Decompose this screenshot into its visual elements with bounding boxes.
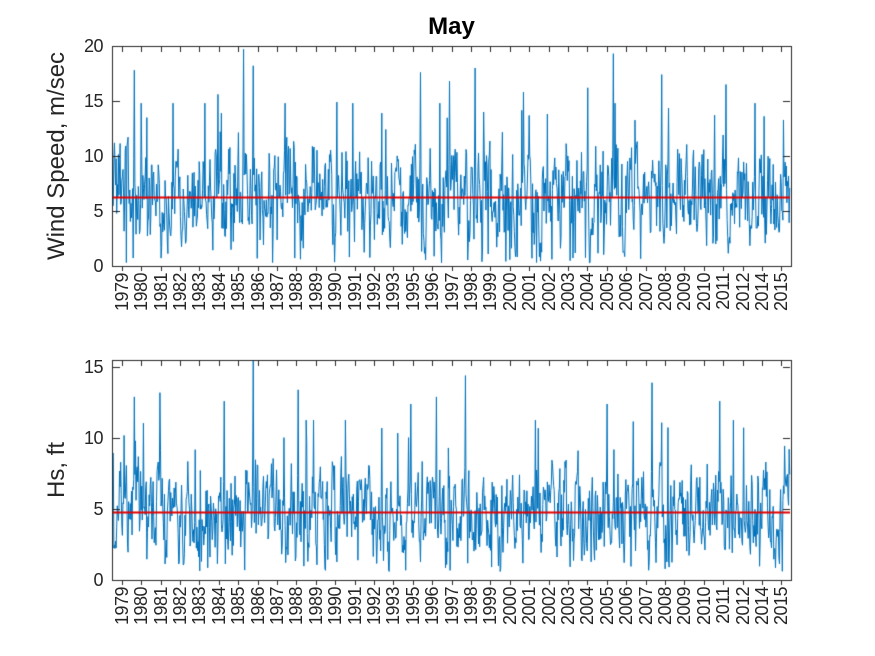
x-tick-label: 1997 <box>441 587 462 626</box>
y-tick-label: 20 <box>83 36 104 56</box>
x-tick-label: 1996 <box>422 587 443 626</box>
x-tick-label: 2002 <box>538 587 559 626</box>
x-tick-label: 1981 <box>150 587 171 626</box>
y-tick-label: 5 <box>93 499 103 520</box>
x-tick-label: 1987 <box>266 273 287 312</box>
x-tick-label: 2002 <box>538 273 559 312</box>
x-tick-label: 2015 <box>771 587 792 626</box>
x-tick-label: 2012 <box>732 587 753 626</box>
x-tick-label: 2006 <box>616 587 637 626</box>
x-tick-label: 2008 <box>654 273 675 312</box>
y-tick-label: 15 <box>83 91 104 111</box>
x-tick-label: 1985 <box>228 273 249 312</box>
x-tick-label: 1986 <box>247 273 268 312</box>
x-tick-label: 2007 <box>635 587 656 626</box>
chart-title: May <box>428 13 475 40</box>
x-tick-label: 2014 <box>751 587 772 626</box>
x-tick-label: 1984 <box>208 273 229 312</box>
x-tick-label: 1983 <box>189 273 210 312</box>
y-tick-label: 5 <box>93 201 103 221</box>
x-tick-label: 1999 <box>480 273 501 312</box>
x-tick-label: 1998 <box>460 273 481 312</box>
x-tick-label: 1980 <box>131 273 152 312</box>
y-tick-label: 10 <box>83 146 104 166</box>
x-tick-label: 1981 <box>150 273 171 312</box>
x-tick-label: 2008 <box>654 587 675 626</box>
x-tick-label: 1995 <box>402 273 423 312</box>
x-tick-label: 1985 <box>228 587 249 626</box>
x-tick-label: 1999 <box>480 587 501 626</box>
x-tick-label: 2004 <box>577 587 598 626</box>
x-tick-label: 1993 <box>383 273 404 312</box>
x-tick-label: 1988 <box>286 587 307 626</box>
x-tick-label: 1982 <box>169 273 190 312</box>
x-tick-label: 1992 <box>363 273 384 312</box>
x-tick-label: 1989 <box>305 273 326 312</box>
x-tick-label: 1992 <box>363 587 384 626</box>
x-tick-label: 1996 <box>422 273 443 312</box>
x-tick-label: 2005 <box>596 273 617 312</box>
x-tick-label: 2004 <box>577 273 598 312</box>
x-tick-label: 1990 <box>325 273 346 312</box>
x-tick-label: 2010 <box>693 273 714 312</box>
x-tick-label: 2000 <box>499 273 520 312</box>
y-tick-label: 15 <box>83 357 104 378</box>
x-tick-label: 2009 <box>674 587 695 626</box>
y-tick-label: 0 <box>93 570 103 590</box>
x-tick-label: 1979 <box>111 587 132 626</box>
x-tick-label: 2007 <box>635 273 656 312</box>
x-tick-label: 2011 <box>713 587 734 624</box>
x-tick-label: 1984 <box>208 587 229 626</box>
x-tick-label: 1982 <box>169 587 190 626</box>
x-tick-label: 2014 <box>751 273 772 312</box>
x-tick-label: 2001 <box>519 587 540 626</box>
x-tick-label: 1983 <box>189 587 210 626</box>
x-tick-label: 1991 <box>344 587 365 626</box>
hs-y-axis-label: Hs, ft <box>43 441 70 499</box>
x-tick-label: 1993 <box>383 587 404 626</box>
x-tick-label: 2001 <box>519 273 540 312</box>
x-tick-label: 2000 <box>499 587 520 626</box>
x-tick-label: 1995 <box>402 587 423 626</box>
x-tick-label: 1991 <box>344 273 365 312</box>
x-tick-label: 1998 <box>460 587 481 626</box>
x-tick-label: 2006 <box>616 273 637 312</box>
y-tick-label: 10 <box>83 428 104 449</box>
x-tick-label: 2015 <box>771 273 792 312</box>
x-tick-label: 2009 <box>674 273 695 312</box>
x-tick-label: 2011 <box>713 273 734 310</box>
x-tick-label: 1997 <box>441 273 462 312</box>
x-tick-label: 1990 <box>325 587 346 626</box>
x-tick-label: 1986 <box>247 587 268 626</box>
x-tick-label: 1989 <box>305 587 326 626</box>
x-tick-label: 2003 <box>557 273 578 312</box>
x-tick-label: 2012 <box>732 273 753 312</box>
x-tick-label: 1980 <box>131 587 152 626</box>
x-tick-label: 2003 <box>557 587 578 626</box>
x-tick-label: 1979 <box>111 273 132 312</box>
x-tick-label: 2005 <box>596 587 617 626</box>
y-tick-label: 0 <box>93 256 103 276</box>
x-tick-label: 2010 <box>693 587 714 626</box>
x-tick-label: 1988 <box>286 273 307 312</box>
x-tick-label: 1987 <box>266 587 287 626</box>
